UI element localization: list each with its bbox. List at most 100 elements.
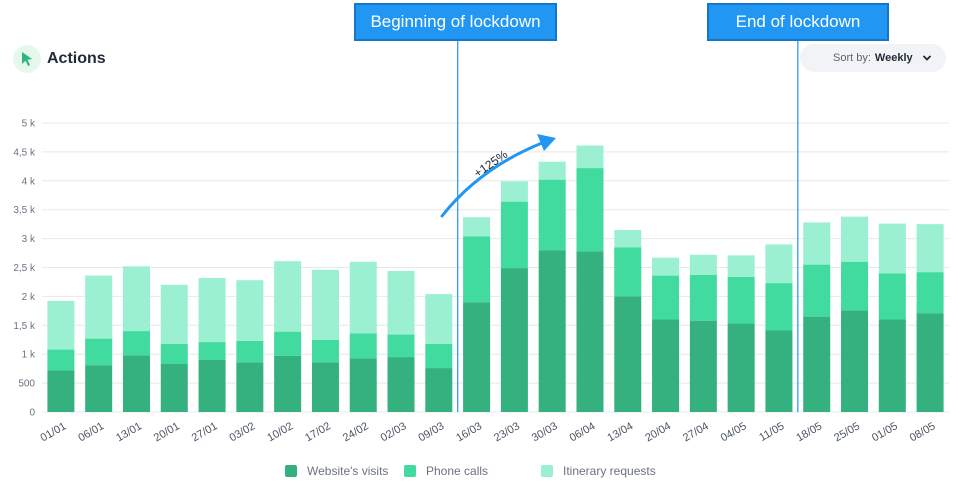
legend-itinerary[interactable]: Itinerary requests <box>541 464 656 478</box>
y-tick-label: 4,5 k <box>13 147 36 158</box>
y-tick-label: 3 k <box>22 234 36 245</box>
x-tick-label: 24/02 <box>341 420 371 444</box>
bar-website-visits <box>538 250 566 412</box>
legend-website[interactable]: Website's visits <box>285 464 388 478</box>
x-tick-label: 20/01 <box>152 420 182 444</box>
bar-phone-calls <box>916 272 944 314</box>
chevron-down-icon <box>922 55 932 61</box>
bar-website-visits <box>727 323 755 412</box>
y-tick-label: 500 <box>18 379 35 390</box>
y-tick-label: 5 k <box>22 119 36 130</box>
bar-website-visits <box>47 370 75 412</box>
bar-phone-calls <box>538 179 566 251</box>
bar-itinerary-requests <box>878 223 906 274</box>
bar-website-visits <box>198 359 226 412</box>
bar-itinerary-requests <box>765 244 793 284</box>
bar-itinerary-requests <box>841 216 869 262</box>
bar-itinerary-requests <box>85 275 113 339</box>
x-tick-label: 02/03 <box>379 420 409 444</box>
x-tick-label: 13/04 <box>605 420 635 444</box>
bar-phone-calls <box>122 331 150 356</box>
bar-itinerary-requests <box>576 145 604 169</box>
bar-phone-calls <box>160 343 188 365</box>
bar-website-visits <box>652 319 680 412</box>
y-tick-label: 2,5 k <box>13 263 36 274</box>
bar-phone-calls <box>47 349 75 371</box>
bar-itinerary-requests <box>311 269 339 340</box>
bar-itinerary-requests <box>652 257 680 276</box>
bar-website-visits <box>160 364 188 412</box>
bar-phone-calls <box>236 340 264 363</box>
bar-itinerary-requests <box>538 161 566 180</box>
x-tick-label: 27/04 <box>681 420 711 444</box>
bar-website-visits <box>236 362 264 412</box>
x-tick-label: 17/02 <box>303 420 333 444</box>
x-tick-label: 10/02 <box>265 420 295 444</box>
chart-legend: Website's visits Phone calls Itinerary r… <box>0 464 960 482</box>
legend-website-swatch <box>285 465 297 477</box>
legend-phone[interactable]: Phone calls <box>404 464 488 478</box>
x-tick-label: 06/01 <box>76 420 106 444</box>
bar-website-visits <box>841 310 869 412</box>
bar-phone-calls <box>425 343 453 369</box>
legend-itinerary-swatch <box>541 465 553 477</box>
x-tick-label: 11/05 <box>757 420 786 444</box>
bar-phone-calls <box>387 334 415 358</box>
bar-itinerary-requests <box>803 222 831 265</box>
y-tick-label: 4 k <box>22 176 36 187</box>
bar-phone-calls <box>765 283 793 331</box>
bar-phone-calls <box>689 275 717 321</box>
bar-website-visits <box>803 316 831 412</box>
bar-phone-calls <box>349 333 377 359</box>
bar-phone-calls <box>274 331 302 356</box>
legend-itinerary-label: Itinerary requests <box>563 464 656 478</box>
growth-arrow <box>440 141 544 218</box>
bar-itinerary-requests <box>463 217 491 237</box>
bar-phone-calls <box>500 201 528 269</box>
lockdown-end-banner: End of lockdown <box>707 3 889 41</box>
sort-label: Sort by: <box>833 52 871 64</box>
bar-itinerary-requests <box>122 266 150 332</box>
bar-phone-calls <box>311 339 339 363</box>
x-tick-label: 08/05 <box>908 420 938 444</box>
bar-website-visits <box>500 268 528 412</box>
bar-website-visits <box>765 330 793 412</box>
bar-phone-calls <box>652 275 680 320</box>
legend-phone-label: Phone calls <box>426 464 489 478</box>
bar-phone-calls <box>463 236 491 303</box>
bar-phone-calls <box>614 247 642 297</box>
bar-itinerary-requests <box>500 181 528 202</box>
bar-phone-calls <box>803 264 831 317</box>
x-tick-label: 27/01 <box>190 420 220 444</box>
bar-website-visits <box>311 362 339 412</box>
bar-itinerary-requests <box>614 229 642 248</box>
bar-itinerary-requests <box>916 224 944 273</box>
bar-website-visits <box>387 357 415 412</box>
x-tick-label: 03/02 <box>228 420 258 444</box>
bar-phone-calls <box>198 342 226 360</box>
bar-phone-calls <box>85 338 113 366</box>
y-tick-label: 0 <box>29 408 35 419</box>
bar-website-visits <box>878 319 906 412</box>
bar-itinerary-requests <box>387 270 415 335</box>
bar-phone-calls <box>878 273 906 320</box>
y-tick-label: 3,5 k <box>13 205 36 216</box>
x-tick-label: 09/03 <box>416 420 446 444</box>
y-tick-label: 1 k <box>22 350 36 361</box>
y-tick-label: 1,5 k <box>13 321 36 332</box>
bar-itinerary-requests <box>160 284 188 344</box>
bar-phone-calls <box>727 276 755 324</box>
bar-itinerary-requests <box>198 277 226 343</box>
bar-website-visits <box>425 368 453 412</box>
bar-itinerary-requests <box>727 255 755 277</box>
bar-website-visits <box>85 365 113 412</box>
bar-itinerary-requests <box>47 301 75 350</box>
sort-dropdown[interactable]: Sort by: Weekly <box>800 44 946 72</box>
y-tick-label: 2 k <box>22 292 36 303</box>
x-tick-label: 20/04 <box>643 420 673 444</box>
bar-phone-calls <box>841 261 869 311</box>
page-title: Actions <box>47 50 106 67</box>
x-tick-label: 01/05 <box>870 420 900 444</box>
bar-website-visits <box>463 302 491 412</box>
